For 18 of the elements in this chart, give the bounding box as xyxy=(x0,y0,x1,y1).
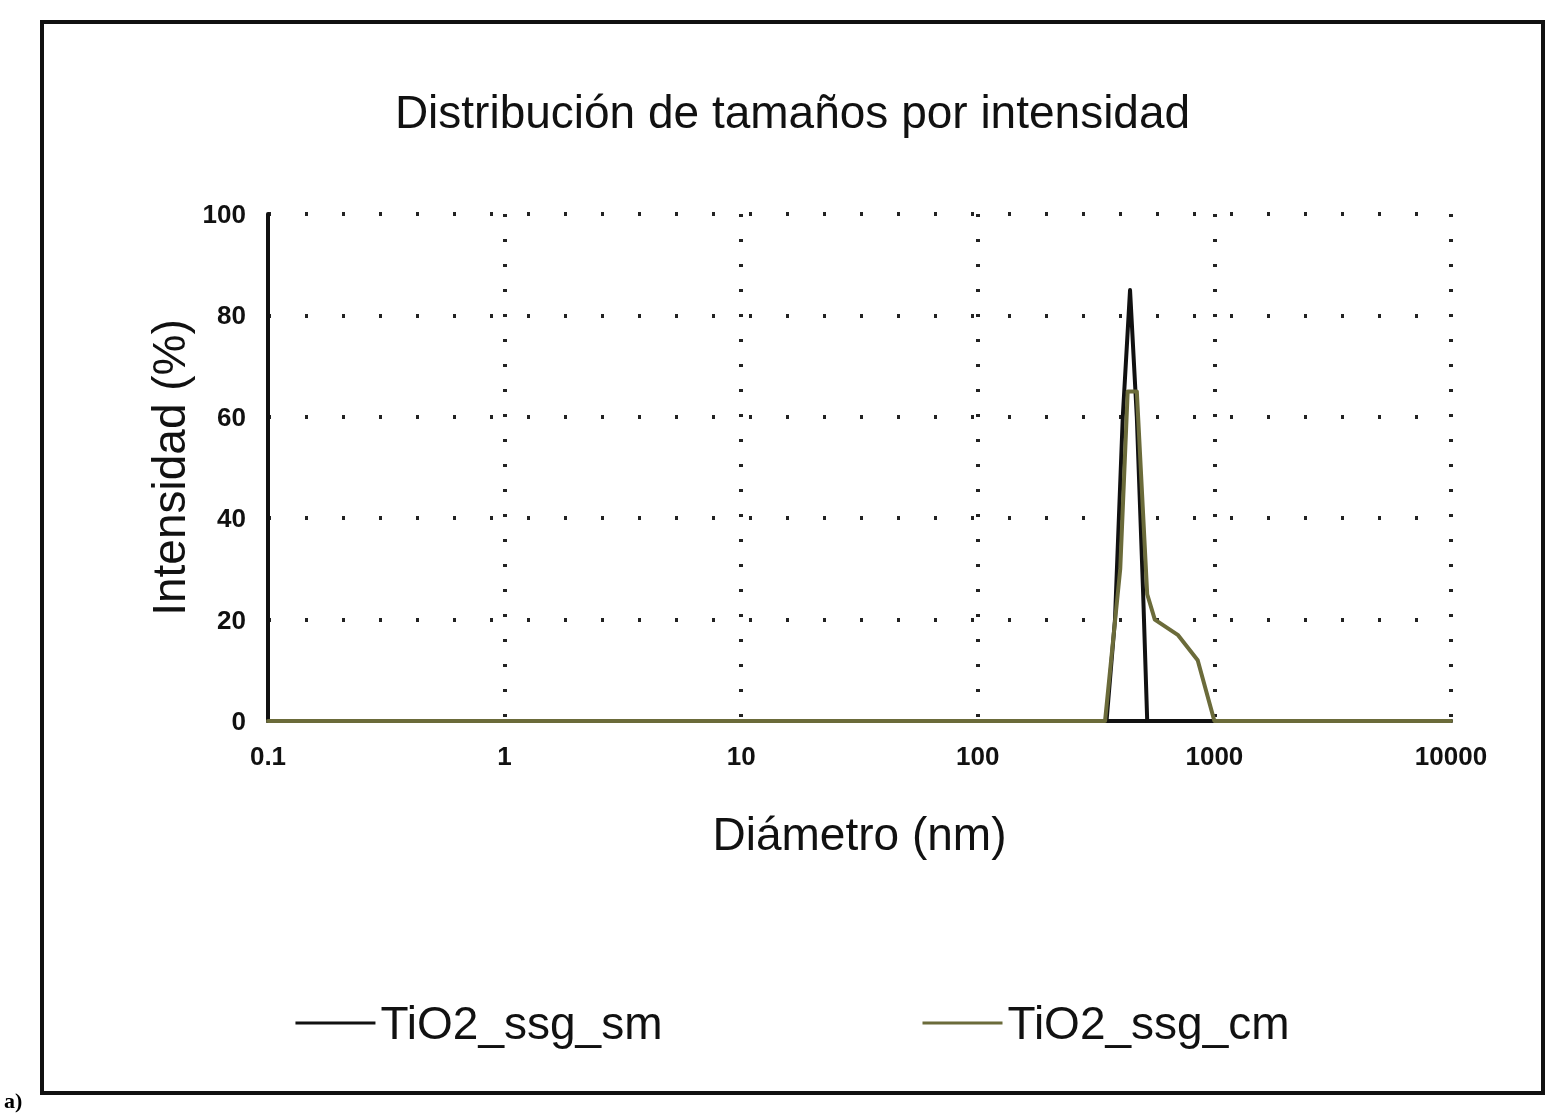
y-axis-title: Intensidad (%) xyxy=(142,319,195,616)
legend-label: TiO2_ssg_sm xyxy=(380,997,663,1049)
x-tick-label: 10 xyxy=(726,741,756,771)
legend-label: TiO2_ssg_cm xyxy=(1007,997,1290,1049)
x-tick-label: 100 xyxy=(956,741,1000,771)
y-tick-label: 0 xyxy=(231,706,246,736)
y-tick-label: 60 xyxy=(217,401,246,432)
y-tick-label: 100 xyxy=(202,199,246,229)
x-axis-title: Diámetro (nm) xyxy=(712,808,1007,860)
x-tick-label: 0.1 xyxy=(249,741,287,771)
x-tick-label: 1 xyxy=(497,741,512,771)
text: a) xyxy=(4,1088,23,1114)
y-tick-label: 20 xyxy=(217,604,246,635)
x-tick-label: 10000 xyxy=(1414,741,1488,771)
y-tick-label: 80 xyxy=(217,300,246,331)
y-tick-label: 40 xyxy=(217,503,246,534)
chart-title: Distribución de tamaños por intensidad xyxy=(394,86,1191,138)
x-tick-label: 1000 xyxy=(1185,741,1244,771)
